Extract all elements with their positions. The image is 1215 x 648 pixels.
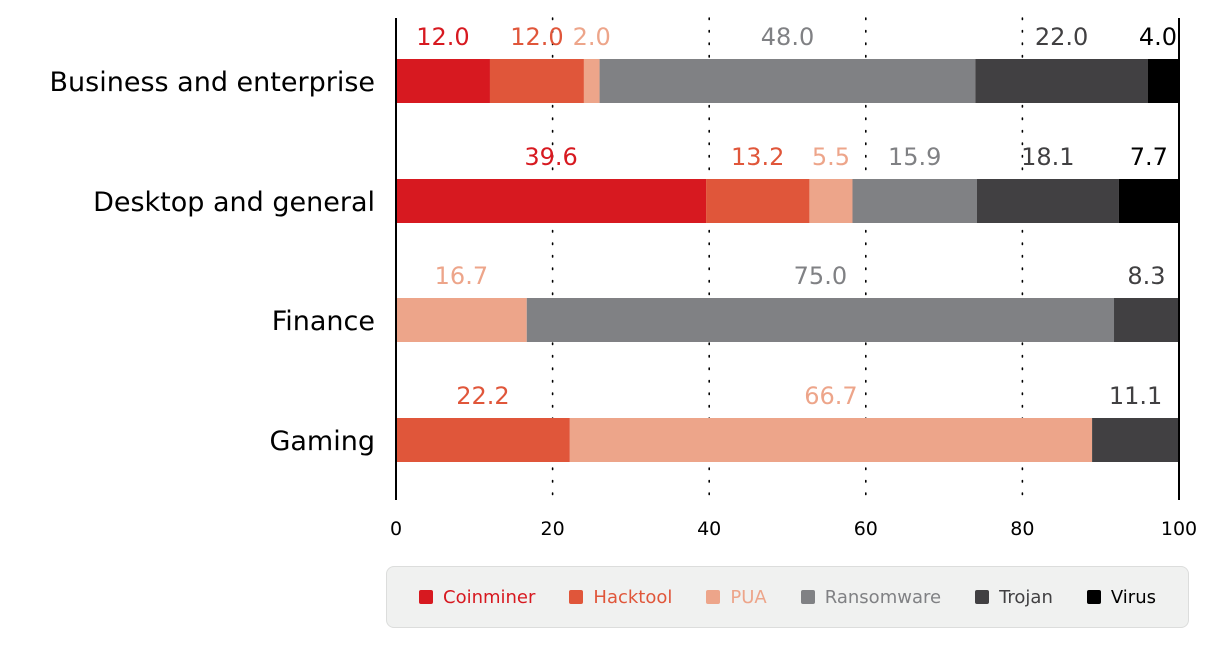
category-label: Business and enterprise <box>50 67 375 98</box>
legend-swatch <box>569 590 584 604</box>
x-tick-label: 80 <box>1010 518 1034 540</box>
legend-swatch <box>800 590 815 604</box>
data-label: 2.0 <box>573 23 611 51</box>
bar-segment-ransomware <box>599 59 976 103</box>
bar-segment-virus <box>1147 59 1179 103</box>
legend-item-ransomware: Ransomware <box>800 586 942 608</box>
legend-swatch <box>1086 590 1101 604</box>
bar-segment-trojan <box>975 59 1148 103</box>
bar-segment-ransomware <box>852 179 977 223</box>
data-label: 5.5 <box>812 143 850 171</box>
legend-swatch <box>975 590 990 604</box>
legend-item-virus: Virus <box>1086 586 1156 608</box>
data-label: 39.6 <box>524 143 577 171</box>
x-tick-label: 20 <box>541 518 565 540</box>
x-tick-label: 100 <box>1161 518 1197 540</box>
category-label: Desktop and general <box>93 187 375 218</box>
bar-segment-hacktool <box>706 179 810 223</box>
x-tick-label: 40 <box>697 518 721 540</box>
legend-label: Coinminer <box>443 586 536 608</box>
legend-label: Ransomware <box>824 586 942 608</box>
legend-label: Hacktool <box>593 586 673 608</box>
legend-swatch <box>419 590 433 604</box>
legend-item-pua: PUA <box>706 586 767 608</box>
bar-segment-trojan <box>1092 418 1179 462</box>
legend-swatch <box>706 590 721 604</box>
data-label: 13.2 <box>731 143 784 171</box>
x-tick-label: 0 <box>390 518 402 540</box>
legend: Coinminer Hacktool PUA Ransomware Trojan Viru… <box>386 566 1189 628</box>
data-label: 22.2 <box>456 382 509 410</box>
legend-label: Virus <box>1110 586 1156 608</box>
data-label: 8.3 <box>1127 262 1165 290</box>
bar-segment-virus <box>1118 179 1179 223</box>
x-tick-label: 60 <box>854 518 878 540</box>
data-label: 7.7 <box>1130 143 1168 171</box>
bar-segment-pua <box>809 179 853 223</box>
data-label: 66.7 <box>804 382 857 410</box>
data-label: 22.0 <box>1035 23 1088 51</box>
category-label: Finance <box>272 306 375 337</box>
category-label: Gaming <box>269 426 375 457</box>
data-label: 12.0 <box>416 23 469 51</box>
data-label: 12.0 <box>510 23 563 51</box>
bar-segment-pua <box>569 418 1093 462</box>
data-label: 15.9 <box>888 143 941 171</box>
bar-segment-trojan <box>1114 298 1179 342</box>
data-label: 48.0 <box>761 23 814 51</box>
legend-label: PUA <box>730 586 767 608</box>
legend-label: Trojan <box>999 586 1053 608</box>
bar-segment-pua <box>396 298 527 342</box>
bar-segment-coinminer <box>396 59 490 103</box>
bar-segment-ransomware <box>526 298 1115 342</box>
data-label: 75.0 <box>794 262 847 290</box>
data-label: 11.1 <box>1109 382 1162 410</box>
data-label: 16.7 <box>435 262 488 290</box>
legend-item-coinminer: Coinminer <box>419 587 535 608</box>
data-label: 18.1 <box>1021 143 1074 171</box>
legend-item-hacktool: Hacktool <box>569 587 672 608</box>
bar-segment-coinminer <box>396 179 707 223</box>
bar-segment-hacktool <box>396 418 570 462</box>
data-label: 4.0 <box>1139 23 1177 51</box>
bar-segment-hacktool <box>489 59 584 103</box>
legend-item-trojan: Trojan <box>975 587 1053 608</box>
bar-segment-trojan <box>976 179 1119 223</box>
bar-segment-pua <box>583 59 600 103</box>
